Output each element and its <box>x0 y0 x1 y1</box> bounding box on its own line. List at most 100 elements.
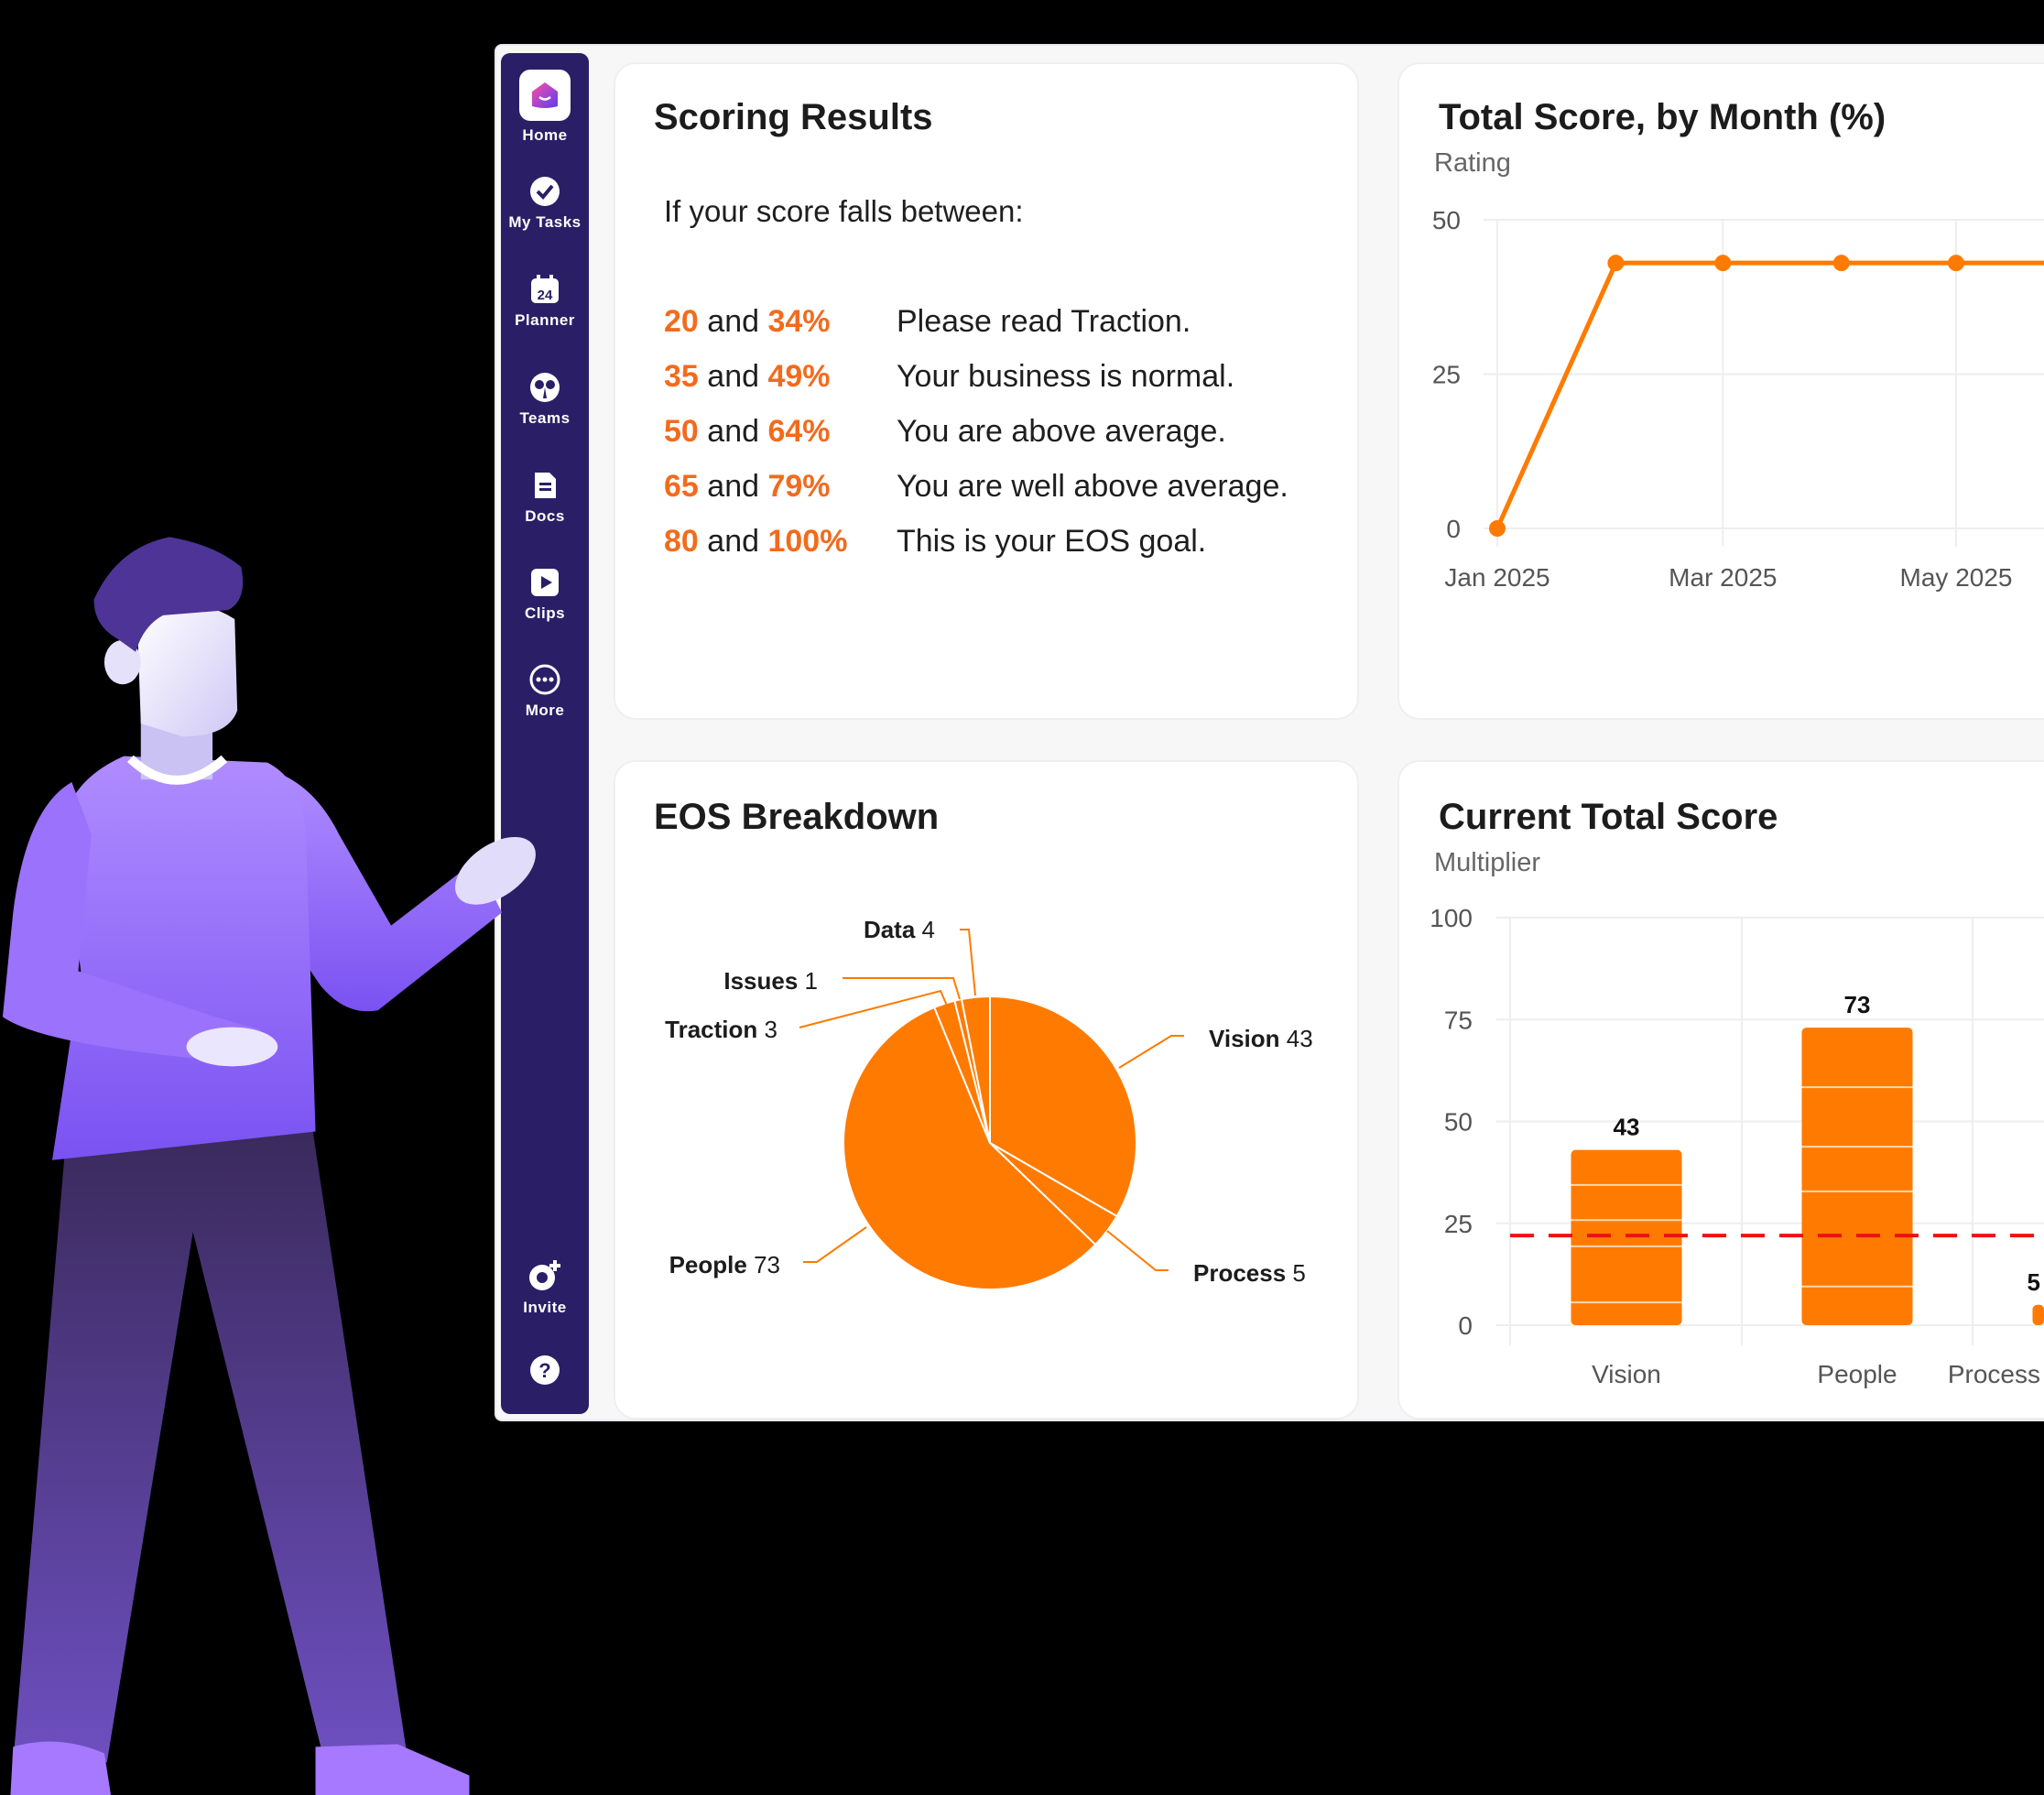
range-low: 80 <box>664 524 699 559</box>
range-message: You are well above average. <box>897 469 1288 504</box>
range-low: 65 <box>664 469 699 504</box>
pie-label-value: 1 <box>805 967 818 995</box>
pie-label-name: Vision <box>1209 1025 1280 1052</box>
help-button[interactable]: ? <box>501 1354 589 1387</box>
pie-label-space <box>798 967 804 995</box>
pie-label: Process 5 <box>1193 1259 1306 1287</box>
range-and: and <box>707 524 760 559</box>
sidebar-item-label: Planner <box>515 311 575 329</box>
x-tick-label: People <box>1817 1360 1897 1388</box>
y-axis-label: Rating <box>1434 148 1511 178</box>
help-icon: ? <box>530 1355 560 1385</box>
pie-label-space <box>1286 1259 1292 1287</box>
pie-slice-people <box>843 1006 1097 1290</box>
sidebar-item-planner[interactable]: 24 Planner <box>501 273 589 330</box>
bar-chart: 0 25 50 75 100 43 Vision 73 People 5 Process <box>1430 904 2044 1388</box>
bar-process <box>2032 1304 2044 1325</box>
document-icon <box>535 473 556 498</box>
series-line <box>1495 260 2044 530</box>
bar-value-label: 5 <box>2028 1268 2040 1296</box>
pie-label-space <box>1280 1025 1287 1052</box>
range-message: Your business is normal. <box>897 359 1235 394</box>
card-title: EOS Breakdown <box>654 797 940 837</box>
right-shoe <box>315 1744 470 1795</box>
collar <box>126 755 228 785</box>
range-message: You are above average. <box>897 414 1226 449</box>
y-tick-label: 25 <box>1444 1210 1473 1238</box>
x-tick-label: Process <box>1948 1360 2040 1388</box>
y-tick-label: 25 <box>1432 361 1461 389</box>
range-high: 64% <box>767 414 831 449</box>
sidebar-item-home[interactable]: Home <box>501 70 589 145</box>
pie-label: People 73 <box>669 1251 780 1278</box>
leader-line <box>960 929 976 996</box>
pie-slice-data <box>960 995 991 1144</box>
sidebar: Home My Tasks 24 Planner Teams Docs Clip… <box>501 53 589 1414</box>
bar-value-label: 43 <box>1614 1114 1640 1141</box>
range-high: 100% <box>767 524 848 559</box>
pie-label-space <box>757 1016 764 1043</box>
range-and: and <box>707 359 760 394</box>
sidebar-item-label: More <box>525 702 565 719</box>
range-low: 20 <box>664 304 699 339</box>
sidebar-item-label: Clips <box>524 604 566 622</box>
sidebar-item-docs[interactable]: Docs <box>501 469 589 526</box>
pie-label-value: 3 <box>765 1016 777 1043</box>
add-user-icon <box>529 1260 560 1290</box>
ear <box>103 639 141 685</box>
bar-value-label: 73 <box>1844 991 1871 1018</box>
data-point <box>1948 255 1964 272</box>
pie-label-value: 73 <box>754 1251 780 1278</box>
sidebar-item-label: Home <box>522 126 568 144</box>
x-tick-label: Vision <box>1592 1360 1661 1388</box>
leader-line <box>1106 1230 1169 1271</box>
leader-line <box>799 989 948 1028</box>
sidebar-item-teams[interactable]: Teams <box>501 371 589 428</box>
range-and: and <box>707 469 760 504</box>
leader-line <box>843 977 961 1000</box>
range-high: 34% <box>767 304 831 339</box>
left-arm <box>2 782 261 1059</box>
left-shoe <box>10 1741 112 1795</box>
range-high: 49% <box>767 359 831 394</box>
score-range-row: 20 and 34% Please read Traction. <box>664 304 1191 340</box>
scoring-results-card: Scoring Results If your score falls betw… <box>614 62 1359 720</box>
invite-button[interactable]: Invite <box>501 1258 589 1317</box>
score-range-row: 65 and 79% You are well above average. <box>664 469 1288 505</box>
current-total-score-card: Current Total Score Multiplier 0 25 50 75 10… <box>1397 760 2044 1420</box>
pie-label: Vision 43 <box>1209 1025 1313 1052</box>
home-logo-icon <box>519 70 571 121</box>
pie-label-value: 4 <box>922 916 935 943</box>
teams-icon <box>530 373 560 402</box>
y-tick-label: 50 <box>1444 1108 1473 1137</box>
pie-label-name: Data <box>864 916 916 943</box>
x-tick-label: Mar 2025 <box>1669 563 1777 592</box>
line-chart: 0 25 50 Jan 2025 Mar 2025 May 2025 <box>1432 206 2044 592</box>
card-title: Current Total Score <box>1439 797 1778 837</box>
range-message: Please read Traction. <box>897 304 1191 339</box>
y-tick-label: 50 <box>1432 206 1461 234</box>
data-point <box>1714 255 1732 272</box>
sidebar-item-more[interactable]: More <box>501 663 589 720</box>
hair <box>93 537 244 652</box>
pie-label-name: Process <box>1193 1259 1286 1287</box>
pants <box>13 1131 408 1763</box>
sidebar-item-clips[interactable]: Clips <box>501 566 589 623</box>
head <box>136 604 238 737</box>
check-circle-icon <box>530 177 560 206</box>
scoring-intro: If your score falls between: <box>664 194 1024 228</box>
pie-label-space <box>747 1251 754 1278</box>
bar-people <box>1801 1028 1913 1325</box>
pie-label: Traction 3 <box>665 1016 777 1043</box>
calendar-icon: 24 <box>531 275 559 303</box>
range-high: 79% <box>767 469 831 504</box>
pie-label-name: Issues <box>723 967 798 995</box>
card-title: Scoring Results <box>654 97 933 137</box>
x-tick-label: Jan 2025 <box>1444 563 1549 592</box>
leader-line <box>803 1226 867 1263</box>
range-and: and <box>707 304 760 339</box>
invite-label: Invite <box>523 1299 567 1316</box>
sidebar-item-label: Docs <box>525 507 565 525</box>
sidebar-item-my-tasks[interactable]: My Tasks <box>501 175 589 232</box>
